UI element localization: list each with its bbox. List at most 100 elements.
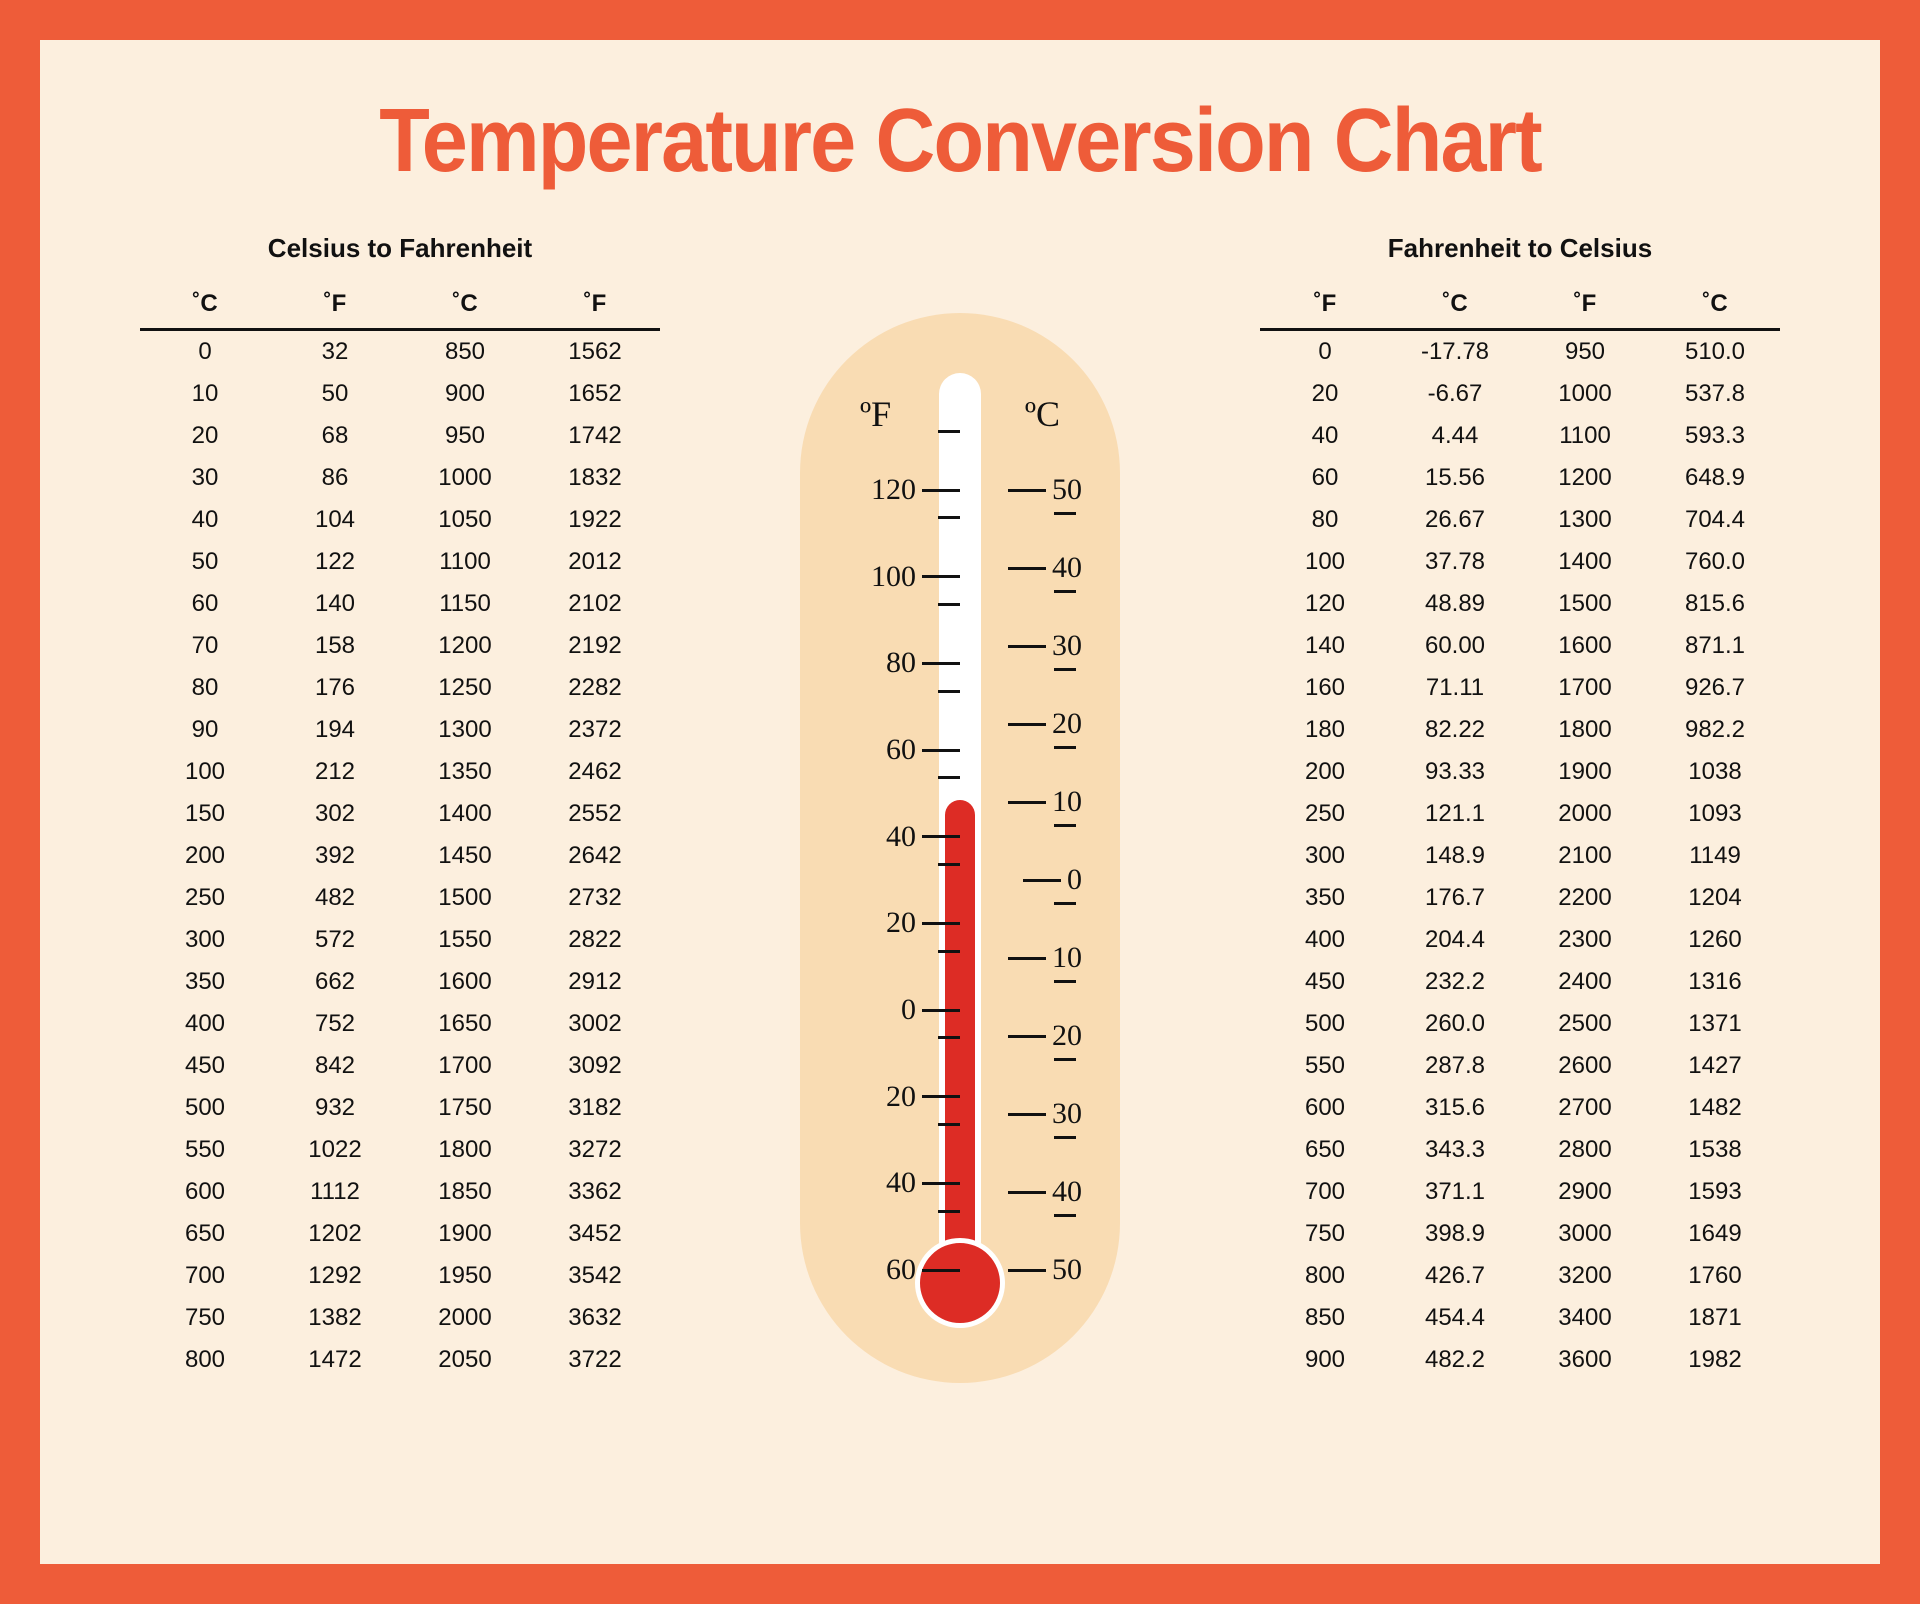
table-cell: 302 <box>270 793 400 835</box>
thermo-tick-label: 20 <box>1052 1019 1082 1053</box>
thermo-tick-label: 30 <box>1052 629 1082 663</box>
thermo-tick-major: 80 <box>838 646 960 680</box>
table-cell: 3400 <box>1520 1297 1650 1339</box>
table-cell: 3182 <box>530 1087 660 1129</box>
table-cell: 68 <box>270 415 400 457</box>
left-table: ˚C˚F˚C˚F 0328501562105090016522068950174… <box>140 290 660 1381</box>
table-cell: 1538 <box>1650 1129 1780 1171</box>
thermo-tick-label: 10 <box>1052 941 1082 975</box>
thermo-tick-minor <box>960 824 1082 827</box>
table-cell: 1700 <box>400 1045 530 1087</box>
thermo-tick-major: 40 <box>838 820 960 854</box>
table-row: 25048215002732 <box>140 877 660 919</box>
thermo-tick-line <box>922 1269 960 1272</box>
chart-frame: Temperature Conversion Chart Celsius to … <box>0 0 1920 1604</box>
table-cell: 900 <box>400 373 530 415</box>
thermo-tick-minor <box>960 512 1082 515</box>
table-cell: 50 <box>270 373 400 415</box>
thermo-tick-minor <box>838 863 960 866</box>
table-cell: 300 <box>140 919 270 961</box>
thermo-tick-minor <box>960 1214 1082 1217</box>
table-cell: 750 <box>1260 1213 1390 1255</box>
thermo-tick-minor <box>960 668 1082 671</box>
table-cell: 752 <box>270 1003 400 1045</box>
thermo-tick-minor <box>960 902 1082 905</box>
right-table: ˚F˚C˚F˚C 0-17.78950510.020-6.671000537.8… <box>1260 290 1780 1381</box>
thermo-tick-line <box>1054 980 1076 983</box>
table-row: 350176.722001204 <box>1260 877 1780 919</box>
thermo-tick-minor <box>960 1136 1082 1139</box>
right-table-title: Fahrenheit to Celsius <box>1260 233 1780 264</box>
column-header: ˚C <box>1650 290 1780 330</box>
table-cell: 800 <box>140 1339 270 1381</box>
table-cell: 2552 <box>530 793 660 835</box>
table-cell: 180 <box>1260 709 1390 751</box>
thermo-tick-minor <box>838 430 960 433</box>
thermo-tick-line <box>938 430 960 433</box>
table-cell: 537.8 <box>1650 373 1780 415</box>
table-cell: 315.6 <box>1390 1087 1520 1129</box>
table-cell: 1202 <box>270 1213 400 1255</box>
table-cell: 194 <box>270 709 400 751</box>
thermo-tick-line <box>922 1182 960 1185</box>
column-header: ˚F <box>530 290 660 330</box>
thermo-tick-minor <box>838 690 960 693</box>
table-cell: 1400 <box>400 793 530 835</box>
thermo-tick-line <box>938 863 960 866</box>
left-table-title: Celsius to Fahrenheit <box>140 233 660 264</box>
column-header: ˚F <box>270 290 400 330</box>
table-cell: 30 <box>140 457 270 499</box>
table-row: 0-17.78950510.0 <box>1260 330 1780 374</box>
table-cell: 3632 <box>530 1297 660 1339</box>
table-cell: -17.78 <box>1390 330 1520 374</box>
thermo-tick-minor <box>838 1036 960 1039</box>
table-cell: 232.2 <box>1390 961 1520 1003</box>
thermo-tick-label: 40 <box>1052 1175 1082 1209</box>
thermo-tick-line <box>922 835 960 838</box>
table-cell: 450 <box>140 1045 270 1087</box>
thermo-tick-line <box>1054 668 1076 671</box>
table-cell: 398.9 <box>1390 1213 1520 1255</box>
table-cell: 1649 <box>1650 1213 1780 1255</box>
table-cell: 950 <box>1520 330 1650 374</box>
table-cell: 40 <box>1260 415 1390 457</box>
thermo-tick-label: 60 <box>886 733 916 767</box>
table-row: 10021213502462 <box>140 751 660 793</box>
table-cell: 160 <box>1260 667 1390 709</box>
table-cell: 850 <box>1260 1297 1390 1339</box>
table-cell: 287.8 <box>1390 1045 1520 1087</box>
column-header: ˚C <box>400 290 530 330</box>
table-row: 6014011502102 <box>140 583 660 625</box>
table-cell: 1350 <box>400 751 530 793</box>
table-cell: 1650 <box>400 1003 530 1045</box>
table-cell: 3362 <box>530 1171 660 1213</box>
table-cell: 1950 <box>400 1255 530 1297</box>
table-cell: 982.2 <box>1650 709 1780 751</box>
table-cell: 1760 <box>1650 1255 1780 1297</box>
table-row: 35066216002912 <box>140 961 660 1003</box>
table-row: 15030214002552 <box>140 793 660 835</box>
table-cell: 1850 <box>400 1171 530 1213</box>
thermo-tick-minor <box>838 1210 960 1213</box>
table-cell: 2912 <box>530 961 660 1003</box>
table-cell: 1600 <box>1520 625 1650 667</box>
thermo-tick-line <box>1008 1035 1046 1038</box>
table-cell: 140 <box>270 583 400 625</box>
table-cell: 1149 <box>1650 835 1780 877</box>
table-row: 10037.781400760.0 <box>1260 541 1780 583</box>
thermo-tick-line <box>1054 824 1076 827</box>
table-cell: 100 <box>140 751 270 793</box>
thermo-tick-line <box>1008 801 1046 804</box>
table-cell: 60.00 <box>1390 625 1520 667</box>
table-cell: 250 <box>1260 793 1390 835</box>
thermo-tick-label: 40 <box>1052 551 1082 585</box>
table-cell: 871.1 <box>1650 625 1780 667</box>
table-cell: 80 <box>1260 499 1390 541</box>
table-cell: 32 <box>270 330 400 374</box>
table-cell: 140 <box>1260 625 1390 667</box>
table-cell: 1800 <box>1520 709 1650 751</box>
table-row: 0328501562 <box>140 330 660 374</box>
thermo-tick-minor <box>960 980 1082 983</box>
table-cell: 250 <box>140 877 270 919</box>
table-cell: 1600 <box>400 961 530 1003</box>
